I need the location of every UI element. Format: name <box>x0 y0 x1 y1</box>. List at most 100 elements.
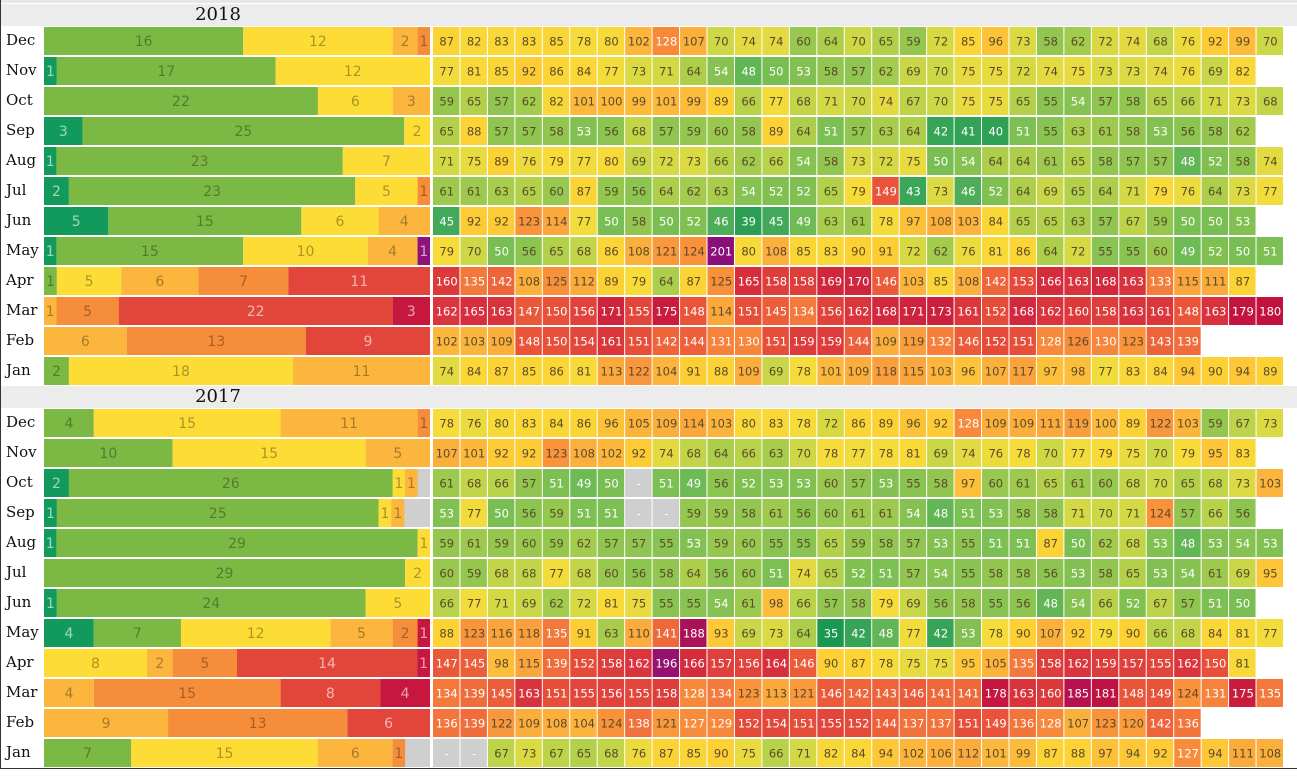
day-value: 96 <box>988 35 1003 49</box>
day-cell <box>1201 147 1229 175</box>
day-cell <box>844 709 872 737</box>
day-value: 49 <box>686 477 701 491</box>
day-value: 149 <box>1149 687 1171 701</box>
day-value: 65 <box>1071 185 1086 199</box>
day-value: 59 <box>494 537 509 551</box>
day-cell <box>844 559 872 587</box>
day-value: 78 <box>796 365 811 379</box>
day-value: 92 <box>522 447 537 461</box>
day-value: 58 <box>1126 95 1141 109</box>
day-value: - <box>637 507 641 521</box>
day-value: 64 <box>1098 185 1113 199</box>
day-value: 106 <box>930 747 952 761</box>
day-cell <box>433 649 460 677</box>
day-value: 127 <box>683 717 705 731</box>
bar-label: 14 <box>318 656 336 672</box>
day-cell <box>954 207 982 235</box>
day-value: 54 <box>741 185 756 199</box>
day-value: 71 <box>796 747 811 761</box>
day-cell <box>515 739 542 767</box>
day-value: 66 <box>1181 95 1196 109</box>
day-cell <box>899 357 927 385</box>
bar-label: 7 <box>382 154 391 170</box>
day-value: 77 <box>851 447 866 461</box>
day-cell <box>1064 739 1091 767</box>
day-cell <box>762 619 789 647</box>
day-value: 152 <box>573 657 595 671</box>
day-cell <box>597 177 625 205</box>
day-value: 154 <box>765 717 787 731</box>
day-value: 56 <box>522 245 537 259</box>
day-value: 83 <box>1236 447 1251 461</box>
day-cell <box>1174 499 1201 527</box>
day-cell <box>927 589 954 617</box>
day-value: 75 <box>467 155 482 169</box>
day-cell <box>680 207 707 235</box>
bar-label: 12 <box>309 34 327 50</box>
day-value: 129 <box>710 717 732 731</box>
day-value: 58 <box>549 125 564 139</box>
day-cell <box>515 87 542 115</box>
day-cell <box>1036 679 1064 707</box>
day-value: 156 <box>600 687 622 701</box>
bar-label: 23 <box>191 154 209 170</box>
day-cell <box>1146 709 1174 737</box>
day-cell <box>1146 57 1174 85</box>
day-cell <box>844 529 872 557</box>
day-value: 73 <box>1016 35 1031 49</box>
day-cell <box>433 409 460 437</box>
day-value: 107 <box>1040 627 1062 641</box>
day-value: 150 <box>546 305 568 319</box>
day-value: 74 <box>769 35 784 49</box>
day-cell <box>899 739 927 767</box>
day-value: 75 <box>906 155 921 169</box>
day-value: 93 <box>714 627 729 641</box>
day-cell <box>762 147 789 175</box>
bar-label: 1 <box>419 184 428 200</box>
day-value: 66 <box>796 597 811 611</box>
day-cell <box>515 297 542 325</box>
day-value: 70 <box>714 35 729 49</box>
day-value: 51 <box>1208 597 1223 611</box>
day-cell <box>817 357 844 385</box>
day-value: 152 <box>985 305 1007 319</box>
day-cell <box>460 409 487 437</box>
day-cell <box>817 297 844 325</box>
day-cell <box>1119 297 1146 325</box>
bar-label: 29 <box>228 536 246 552</box>
day-value: 109 <box>1012 417 1034 431</box>
day-cell <box>872 57 899 85</box>
bar-label: 7 <box>83 746 92 762</box>
day-cell <box>542 679 570 707</box>
day-cell <box>652 559 680 587</box>
day-cell <box>872 297 899 325</box>
day-cell <box>542 619 570 647</box>
day-value: 161 <box>600 335 622 349</box>
day-cell <box>1146 327 1174 355</box>
day-cell <box>1174 589 1201 617</box>
day-cell <box>734 679 762 707</box>
day-cell <box>789 237 817 265</box>
bar-label: 1 <box>46 154 55 170</box>
bar-label: 5 <box>393 596 402 612</box>
bar-label: 6 <box>335 214 344 230</box>
day-value: 89 <box>1263 365 1278 379</box>
day-cell <box>542 57 570 85</box>
day-value: 110 <box>628 627 650 641</box>
day-value: 87 <box>851 657 866 671</box>
day-cell <box>872 649 899 677</box>
day-cell <box>872 499 899 527</box>
day-value: 73 <box>1236 185 1251 199</box>
day-value: 60 <box>439 567 454 581</box>
day-cell <box>597 739 625 767</box>
day-cell <box>954 589 982 617</box>
day-value: 56 <box>604 125 619 139</box>
day-cell <box>515 469 542 497</box>
bar-label: 5 <box>200 656 209 672</box>
day-cell <box>954 709 982 737</box>
day-value: 73 <box>1263 417 1278 431</box>
day-cell <box>762 57 789 85</box>
day-value: 57 <box>906 567 921 581</box>
day-cell <box>433 327 460 355</box>
day-value: 95 <box>1263 567 1278 581</box>
